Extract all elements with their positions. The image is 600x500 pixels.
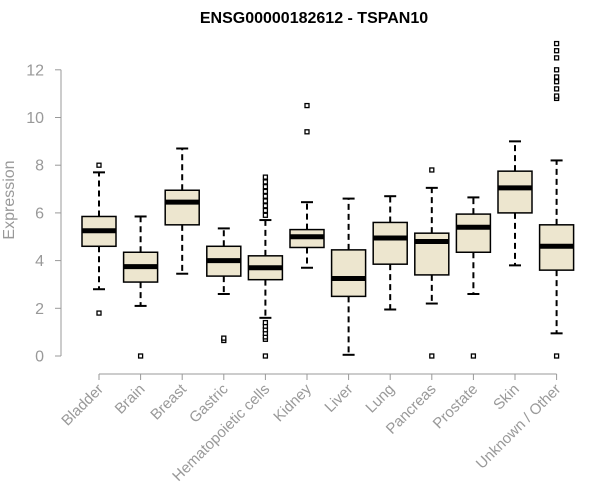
outlier-point [262, 174, 269, 180]
x-tick-label: Skin [490, 381, 523, 414]
outlier-point [262, 353, 269, 359]
outlier-point [553, 74, 560, 80]
x-tick-label: Breast [147, 380, 190, 423]
y-axis-label: Expression [1, 160, 18, 239]
outlier-point [262, 179, 269, 185]
outlier-point [553, 55, 560, 61]
outlier-point [262, 198, 269, 204]
box-kidney [289, 102, 325, 269]
x-tick-label: Bladder [58, 381, 107, 430]
outlier-point [262, 212, 269, 218]
outlier-point [553, 86, 560, 92]
x-tick-label: Liver [321, 381, 356, 416]
outlier-point [137, 353, 144, 359]
y-tick-label: 4 [35, 253, 44, 270]
y-tick-label: 2 [35, 301, 44, 318]
y-tick-label: 0 [35, 349, 44, 366]
outlier-point [429, 353, 435, 359]
outlier-point [553, 48, 560, 54]
iqr-box [330, 249, 367, 298]
outlier-point [262, 193, 269, 199]
outlier-point [304, 129, 310, 135]
outlier-point [262, 203, 269, 209]
box-pancreas [414, 167, 450, 359]
x-tick-label: Prostate [430, 381, 482, 433]
box-gastric [206, 227, 242, 344]
outlier-point [96, 310, 102, 316]
y-tick-label: 12 [26, 62, 44, 79]
box-hematopoietic-cells [247, 174, 284, 359]
outlier-point [262, 188, 269, 195]
outlier-point [262, 184, 269, 190]
outlier-point [553, 353, 560, 359]
y-tick-label: 8 [35, 158, 44, 175]
iqr-box [497, 170, 533, 214]
outlier-point [221, 335, 227, 341]
outlier-point [553, 40, 560, 47]
box-prostate [455, 196, 492, 359]
box-brain [122, 215, 159, 359]
outlier-point [429, 167, 435, 173]
outlier-point [553, 93, 560, 99]
outlier-point [262, 319, 269, 326]
x-tick-label: Lung [362, 381, 398, 417]
x-tick-label: Kidney [270, 380, 315, 425]
y-tick-label: 6 [35, 205, 44, 222]
iqr-box [164, 189, 200, 226]
y-axis: 0 2 4 6 8 10 12 [26, 62, 62, 366]
outlier-point [96, 162, 102, 168]
box-bladder [81, 162, 117, 316]
outlier-point [553, 67, 560, 73]
outlier-point [553, 79, 560, 85]
outlier-point [470, 353, 477, 359]
outlier-point [262, 207, 269, 214]
box-lung [372, 195, 408, 311]
chart-title: ENSG00000182612 - TSPAN10 [200, 10, 428, 27]
box-skin [497, 140, 533, 267]
box-series [81, 40, 575, 359]
box-liver [330, 197, 367, 356]
box-breast [164, 147, 200, 275]
x-tick-label: Brain [112, 381, 149, 418]
y-tick-label: 10 [26, 110, 44, 127]
iqr-box [372, 221, 408, 265]
iqr-box [455, 213, 492, 254]
outlier-point [304, 102, 310, 109]
box-unknown-other [538, 40, 575, 359]
